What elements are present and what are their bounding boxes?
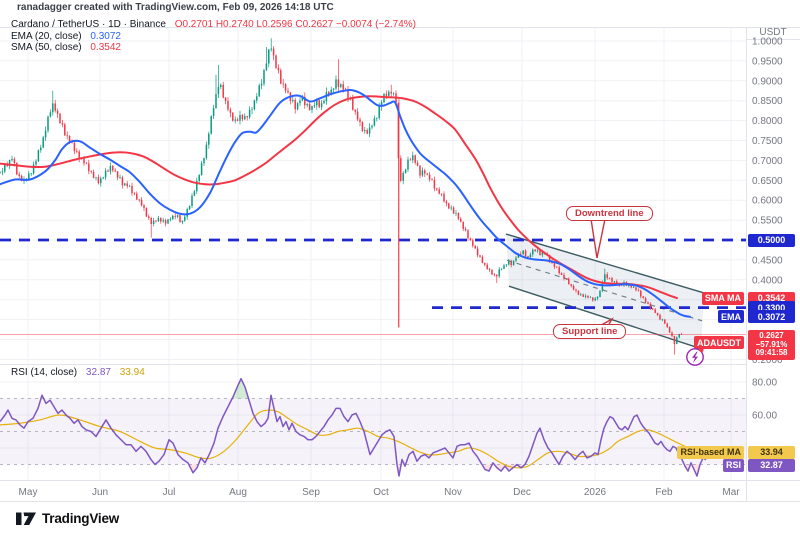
rsi-ma-line bbox=[0, 409, 707, 469]
axis-labels: May Jun Jul Aug Sep Oct Nov Dec 2026 Feb Mar 1.0000… bbox=[19, 37, 783, 499]
price-tick-label[interactable]: 0.8000 bbox=[752, 116, 783, 127]
symbol-title[interactable]: Cardano / TetherUS · 1D · Binance bbox=[11, 19, 166, 30]
ema-legend[interactable]: EMA (20, close) 0.3072 bbox=[11, 31, 121, 42]
x-axis-label[interactable]: 2026 bbox=[584, 487, 607, 498]
price-tick-label[interactable]: 0.7500 bbox=[752, 136, 783, 147]
ema-axis-label[interactable]: EMA bbox=[718, 310, 744, 323]
lightning-icon bbox=[692, 351, 698, 364]
support-line-callout[interactable]: Support line bbox=[553, 324, 627, 339]
price-tick-label[interactable]: 0.9000 bbox=[752, 76, 783, 87]
ohlc-values: O0.2701 H0.2740 L0.2596 C0.2627 −0.0074 … bbox=[174, 19, 416, 30]
x-axis-label[interactable]: Dec bbox=[513, 487, 531, 498]
x-axis-label[interactable]: Oct bbox=[373, 487, 389, 498]
support-line bbox=[508, 285, 702, 350]
price-tick-label[interactable]: 0.9500 bbox=[752, 56, 783, 67]
candles-layer bbox=[0, 38, 683, 355]
rsi-ma-axis-value[interactable]: 33.94 bbox=[748, 445, 795, 459]
tradingview-logo-text: TradingView bbox=[42, 511, 120, 526]
price-tick-label[interactable]: 0.7000 bbox=[752, 156, 783, 167]
price-tick-label[interactable]: 0.8500 bbox=[752, 96, 783, 107]
price-tick-label[interactable]: 0.2000 bbox=[752, 355, 783, 366]
change-percent-value: −57.91% bbox=[755, 339, 788, 349]
sma-legend-label: SMA (50, close) bbox=[11, 41, 82, 53]
price-tick-label[interactable]: 1.0000 bbox=[752, 37, 783, 48]
rsi-line bbox=[0, 377, 707, 477]
symbol-axis-label[interactable]: ADAUSDT bbox=[694, 336, 744, 349]
rsi-tick-label[interactable]: 80.00 bbox=[752, 378, 777, 389]
rsi-ma-axis-label[interactable]: RSI-based MA bbox=[677, 445, 744, 459]
x-axis-label[interactable]: Feb bbox=[655, 487, 673, 498]
rsi-tick-label[interactable]: 60.00 bbox=[752, 411, 777, 422]
downtrend-callout-tail bbox=[590, 218, 606, 259]
sma-legend-value: 0.3542 bbox=[90, 41, 121, 53]
tradingview-logo[interactable]: TradingView bbox=[16, 511, 119, 526]
price-tick-label[interactable]: 0.5500 bbox=[752, 216, 783, 227]
sma-legend[interactable]: SMA (50, close) 0.3542 bbox=[11, 42, 121, 53]
price-axis-currency[interactable]: USDT bbox=[759, 27, 787, 38]
x-axis-label[interactable]: Jun bbox=[92, 487, 108, 498]
rsi-legend-value: 32.87 bbox=[85, 367, 111, 378]
x-axis-label[interactable]: Mar bbox=[722, 487, 740, 498]
rsi-axis-value[interactable]: 32.87 bbox=[748, 458, 795, 472]
channel-midline bbox=[506, 259, 703, 322]
sma-axis-label[interactable]: SMA MA bbox=[701, 291, 744, 305]
x-axis-label[interactable]: Jul bbox=[163, 487, 176, 498]
ema-20-line bbox=[0, 88, 691, 318]
price-tick-label[interactable]: 0.6500 bbox=[752, 176, 783, 187]
x-axis-label[interactable]: Nov bbox=[444, 487, 462, 498]
rsi-legend-label: RSI (14, close) bbox=[11, 367, 78, 378]
x-axis-label[interactable]: Aug bbox=[229, 487, 247, 498]
symbol-legend[interactable]: Cardano / TetherUS · 1D · Binance O0.270… bbox=[11, 19, 416, 30]
last-price-badge[interactable]: 0.2627 −57.91% 09:41:58 bbox=[748, 330, 795, 360]
x-axis-label[interactable]: May bbox=[19, 487, 38, 498]
rsi-axis-label[interactable]: RSI bbox=[722, 458, 744, 472]
watermark-text: ranadagger created with TradingView.com,… bbox=[17, 2, 334, 13]
downtrend-line-callout[interactable]: Downtrend line bbox=[566, 206, 653, 221]
bar-countdown: 09:41:58 bbox=[755, 348, 788, 357]
last-price-value: 0.2627 bbox=[759, 331, 784, 340]
rsi-legend[interactable]: RSI (14, close) 32.87 33.94 bbox=[11, 367, 145, 378]
ema-legend-label: EMA (20, close) bbox=[11, 30, 82, 42]
tradingview-logo-icon bbox=[16, 512, 36, 525]
price-tick-label[interactable]: 0.4500 bbox=[752, 255, 783, 266]
flash-ideas-button[interactable] bbox=[684, 345, 708, 369]
price-tick-label[interactable]: 0.4000 bbox=[752, 275, 783, 286]
downtrend-line bbox=[505, 233, 705, 294]
rsi-ma-legend-value: 33.94 bbox=[119, 367, 145, 378]
ema-legend-value: 0.3072 bbox=[90, 30, 121, 42]
ema-axis-value[interactable]: 0.3072 bbox=[748, 310, 795, 323]
price-tick-label[interactable]: 0.6000 bbox=[752, 196, 783, 207]
notification-dot bbox=[699, 347, 704, 353]
sma-50-line bbox=[0, 95, 678, 300]
level-badge-050[interactable]: 0.5000 bbox=[748, 233, 795, 247]
x-axis-label[interactable]: Sep bbox=[302, 487, 320, 498]
